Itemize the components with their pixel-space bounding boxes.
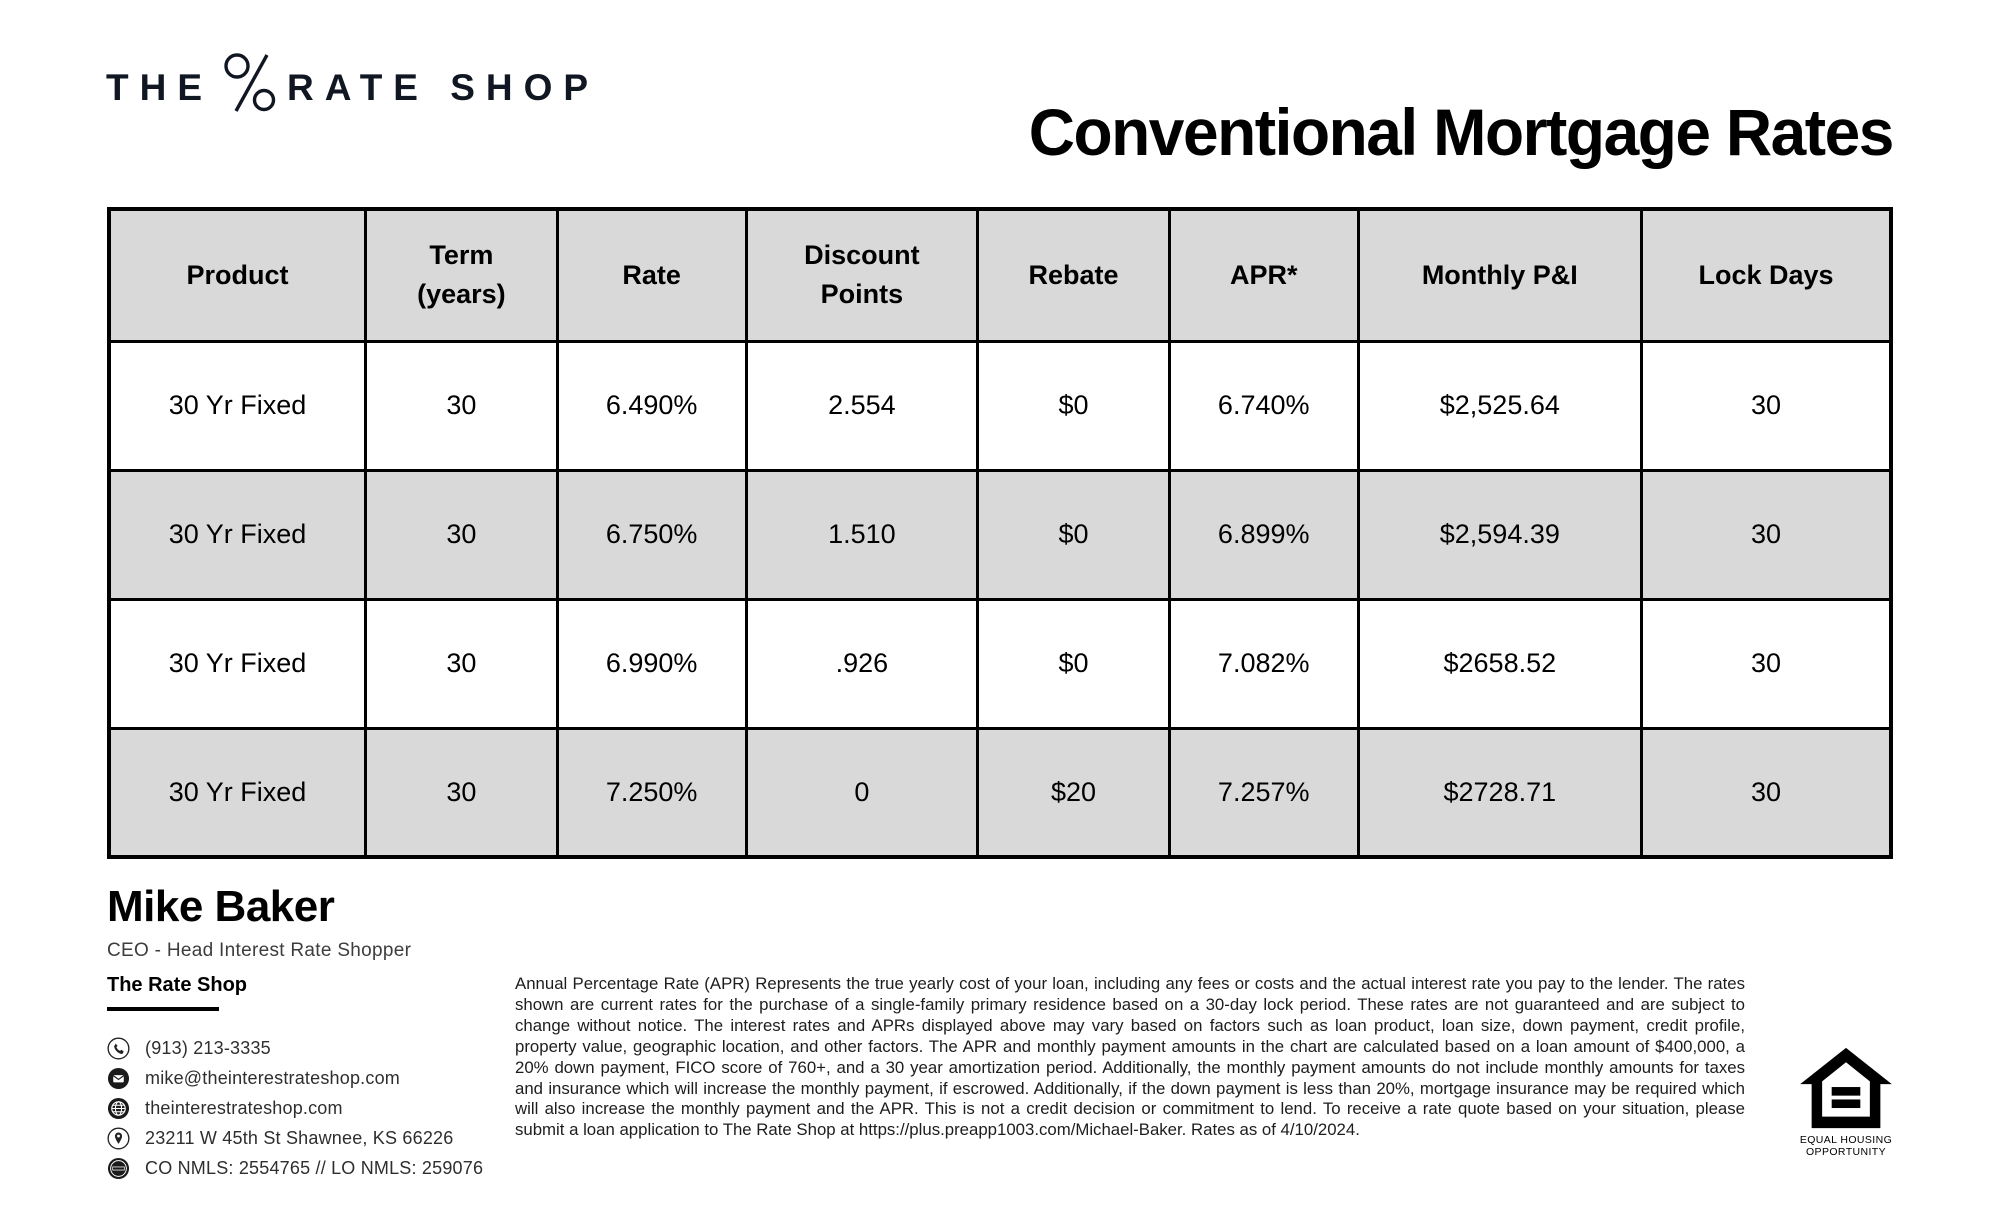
cell-apr: 6.740%	[1167, 339, 1360, 472]
cell-lock-days: 30	[1639, 726, 1893, 859]
cell-lock-days: 30	[1639, 597, 1893, 730]
cell-product: 30 Yr Fixed	[107, 726, 368, 859]
apr-disclaimer: Annual Percentage Rate (APR) Represents …	[515, 974, 1745, 1140]
cell-rate: 6.750%	[555, 468, 748, 601]
cell-discount-points: 0	[744, 726, 980, 859]
header-apr: APR*	[1167, 207, 1360, 343]
cell-term: 30	[364, 339, 559, 472]
cell-rate: 7.250%	[555, 726, 748, 859]
brand-logo: THE RATE SHOP	[106, 52, 599, 123]
contact-name: Mike Baker	[107, 882, 335, 931]
contact-website-text: theinterestrateshop.com	[145, 1098, 343, 1118]
table-row: 30 Yr Fixed 30 6.750% 1.510 $0 6.899% $2…	[107, 468, 1893, 601]
contact-email-text: mike@theinterestrateshop.com	[145, 1068, 400, 1088]
cell-product: 30 Yr Fixed	[107, 597, 368, 730]
table-header-row: Product Term (years) Rate Discount Point…	[107, 207, 1893, 343]
cell-product: 30 Yr Fixed	[107, 339, 368, 472]
contact-company: The Rate Shop	[107, 974, 248, 996]
contact-email: mike@theinterestrateshop.com	[107, 1067, 483, 1090]
equal-housing-line2: OPPORTUNITY	[1805, 1145, 1887, 1158]
cell-rebate: $0	[976, 468, 1171, 601]
cell-rate: 6.490%	[555, 339, 748, 472]
cell-monthly-pi: $2,525.64	[1356, 339, 1643, 472]
cell-apr: 7.082%	[1167, 597, 1360, 730]
contact-phone: (913) 213-3335	[107, 1037, 483, 1060]
cell-apr: 7.257%	[1167, 726, 1360, 859]
cell-monthly-pi: $2728.71	[1356, 726, 1643, 859]
phone-icon	[107, 1037, 130, 1060]
logo-word-rateshop: RATE SHOP	[287, 66, 600, 108]
table-row: 30 Yr Fixed 30 7.250% 0 $20 7.257% $2728…	[107, 726, 1893, 859]
contact-list: (913) 213-3335 mike@theinterestrateshop.…	[107, 1037, 483, 1180]
globe-icon	[107, 1097, 130, 1120]
contact-website: theinterestrateshop.com	[107, 1097, 483, 1120]
contact-address-text: 23211 W 45th St Shawnee, KS 66226	[145, 1128, 454, 1148]
cell-discount-points: 1.510	[744, 468, 980, 601]
contact-role: CEO - Head Interest Rate Shopper	[107, 940, 412, 961]
equal-housing-house-icon	[1798, 1047, 1894, 1134]
page-title: Conventional Mortgage Rates	[1028, 95, 1895, 169]
cell-rebate: $0	[976, 597, 1171, 730]
cell-apr: 6.899%	[1167, 468, 1360, 601]
cell-product: 30 Yr Fixed	[107, 468, 368, 601]
header-rebate: Rebate	[976, 207, 1171, 343]
table-row: 30 Yr Fixed 30 6.990% .926 $0 7.082% $26…	[107, 597, 1893, 730]
header-lock-days: Lock Days	[1639, 207, 1893, 343]
logo-word-the: THE	[106, 66, 213, 108]
cell-discount-points: .926	[744, 597, 980, 730]
header-discount-points: Discount Points	[744, 207, 980, 343]
divider	[107, 1007, 219, 1011]
cell-discount-points: 2.554	[744, 339, 980, 472]
cell-rate: 6.990%	[555, 597, 748, 730]
cell-monthly-pi: $2658.52	[1356, 597, 1643, 730]
mail-icon	[107, 1067, 130, 1090]
cell-lock-days: 30	[1639, 468, 1893, 601]
contact-nmls-text: CO NMLS: 2554765 // LO NMLS: 259076	[145, 1158, 484, 1178]
cell-lock-days: 30	[1639, 339, 1893, 472]
cell-term: 30	[364, 597, 559, 730]
cell-monthly-pi: $2,594.39	[1356, 468, 1643, 601]
header-monthly-pi: Monthly P&I	[1356, 207, 1643, 343]
rates-table: Product Term (years) Rate Discount Point…	[107, 207, 1893, 859]
cell-term: 30	[364, 726, 559, 859]
location-icon	[107, 1127, 130, 1150]
contact-phone-text: (913) 213-3335	[145, 1038, 271, 1058]
equal-housing-line1: EQUAL HOUSING	[1799, 1134, 1893, 1146]
cell-rebate: $0	[976, 339, 1171, 472]
cell-term: 30	[364, 468, 559, 601]
percent-icon	[223, 52, 281, 123]
equal-housing-logo: EQUAL HOUSING OPPORTUNITY	[1796, 1046, 1896, 1158]
table-row: 30 Yr Fixed 30 6.490% 2.554 $0 6.740% $2…	[107, 339, 1893, 472]
header-product: Product	[107, 207, 368, 343]
header-rate: Rate	[555, 207, 748, 343]
header-term: Term (years)	[364, 207, 559, 343]
badge-icon	[107, 1157, 130, 1180]
cell-rebate: $20	[976, 726, 1171, 859]
contact-address: 23211 W 45th St Shawnee, KS 66226	[107, 1127, 483, 1150]
contact-nmls: CO NMLS: 2554765 // LO NMLS: 259076	[107, 1157, 483, 1180]
contact-card: Mike Baker CEO - Head Interest Rate Shop…	[107, 882, 483, 1187]
